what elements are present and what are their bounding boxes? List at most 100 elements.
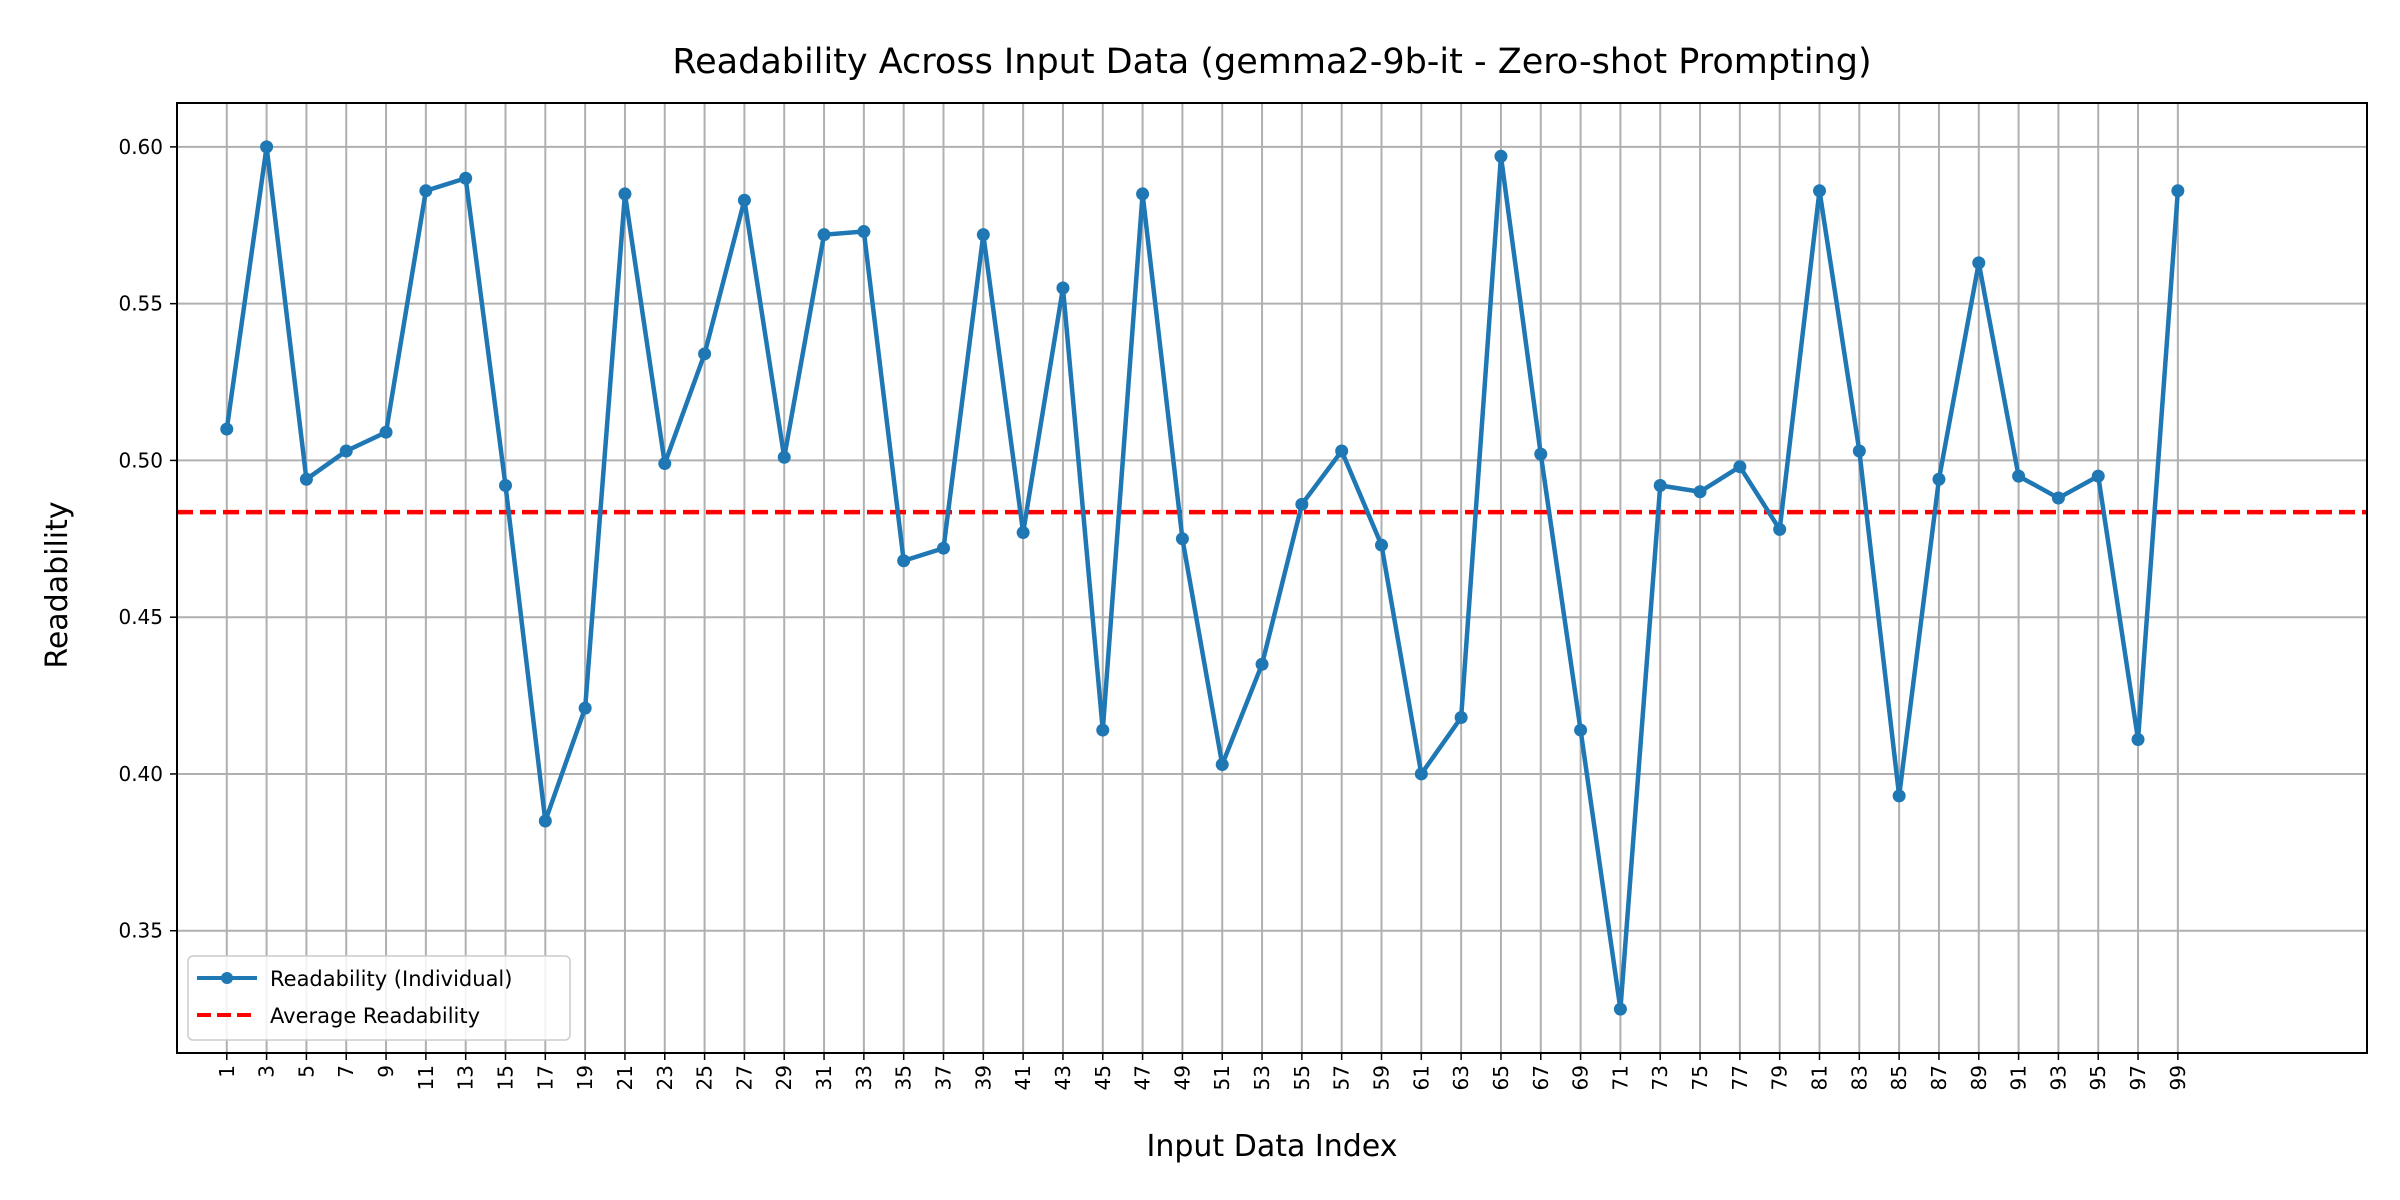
data-point [220, 422, 234, 436]
data-point [2171, 184, 2185, 198]
x-tick-label: 11 [414, 1065, 438, 1090]
x-tick-label: 19 [573, 1065, 597, 1090]
x-tick-label: 83 [1847, 1065, 1871, 1090]
data-point [1773, 522, 1787, 536]
data-point [1574, 723, 1588, 737]
x-tick-label: 97 [2126, 1065, 2150, 1090]
data-point [1813, 184, 1826, 198]
data-point [737, 193, 751, 207]
x-tick-label: 17 [533, 1065, 557, 1090]
x-tick-label: 81 [1808, 1065, 1832, 1090]
x-tick-label: 65 [1489, 1065, 1513, 1090]
x-tick-label: 55 [1290, 1065, 1314, 1090]
x-tick-label: 47 [1131, 1065, 1155, 1090]
x-tick-label: 13 [454, 1065, 478, 1090]
data-point [698, 347, 712, 361]
y-tick-label: 0.50 [118, 448, 163, 472]
data-point [1175, 532, 1189, 546]
data-point [1733, 460, 1747, 474]
x-tick-label: 91 [2007, 1065, 2031, 1090]
y-tick-label: 0.55 [118, 292, 163, 316]
x-tick-label: 51 [1210, 1065, 1234, 1090]
series-layer [220, 140, 2185, 1016]
data-point [857, 225, 871, 239]
x-tick-label: 5 [294, 1065, 318, 1078]
data-point [817, 228, 831, 242]
data-point [538, 814, 552, 828]
grid [177, 103, 2367, 1053]
data-point [1414, 767, 1428, 781]
legend-label-individual: Readability (Individual) [270, 967, 512, 991]
x-tick-label: 53 [1250, 1065, 1274, 1090]
plot-frame [176, 102, 2368, 1054]
x-tick-label: 27 [732, 1065, 756, 1090]
x-tick-label: 43 [1051, 1065, 1075, 1090]
x-tick-label: 73 [1648, 1065, 1672, 1090]
y-axis-ticks: 0.35 0.40 0.45 0.50 0.55 0.60 [118, 135, 177, 943]
x-tick-label: 75 [1688, 1065, 1712, 1090]
data-point [2051, 491, 2065, 505]
x-tick-label: 31 [812, 1065, 836, 1090]
data-point [1932, 472, 1946, 486]
data-point [1972, 256, 1986, 270]
data-point [1852, 444, 1866, 458]
x-tick-label: 87 [1927, 1065, 1951, 1090]
data-point [419, 184, 433, 198]
data-point [2131, 732, 2145, 746]
x-tick-label: 71 [1608, 1065, 1632, 1090]
data-point [260, 140, 274, 154]
data-point [459, 171, 473, 185]
x-tick-label: 45 [1091, 1065, 1115, 1090]
x-tick-label: 69 [1569, 1065, 1593, 1090]
data-point [1016, 526, 1030, 540]
x-axis-label: Input Data Index [1147, 1129, 1398, 1164]
chart-title: Readability Across Input Data (gemma2-9b… [672, 42, 1871, 82]
y-tick-label: 0.35 [118, 919, 163, 943]
legend-label-average: Average Readability [270, 1004, 480, 1028]
data-point [658, 457, 672, 471]
x-tick-label: 59 [1370, 1065, 1394, 1090]
y-tick-label: 0.45 [118, 605, 163, 629]
x-tick-label: 57 [1330, 1065, 1354, 1090]
data-point [1255, 657, 1269, 671]
y-axis-label: Readability [40, 501, 75, 668]
x-axis-ticks: 1 3 5 7 9 11 13 15 17 19 21 23 25 27 29 31 33 35 37 39 41 43 4… [215, 1053, 2190, 1090]
x-tick-label: 21 [613, 1065, 637, 1090]
x-tick-label: 77 [1728, 1065, 1752, 1090]
x-tick-label: 3 [255, 1065, 279, 1078]
x-tick-label: 99 [2166, 1065, 2190, 1090]
x-tick-label: 41 [1011, 1065, 1035, 1090]
data-point [618, 187, 632, 201]
data-point [379, 425, 393, 439]
data-point [897, 554, 911, 568]
y-tick-label: 0.60 [118, 135, 163, 159]
data-point [1295, 497, 1309, 511]
x-tick-label: 67 [1529, 1065, 1553, 1090]
x-tick-label: 89 [1967, 1065, 1991, 1090]
x-tick-label: 95 [2086, 1065, 2110, 1090]
data-point [1892, 789, 1906, 803]
data-point [339, 444, 353, 458]
x-tick-label: 33 [852, 1065, 876, 1090]
legend-marker-individual [221, 972, 233, 984]
x-tick-label: 1 [215, 1065, 239, 1078]
x-tick-label: 63 [1449, 1065, 1473, 1090]
legend: Readability (Individual) Average Readabi… [187, 955, 571, 1041]
data-point [2012, 469, 2026, 483]
x-tick-label: 9 [374, 1065, 398, 1078]
data-point [1056, 281, 1070, 295]
x-tick-label: 49 [1170, 1065, 1194, 1090]
x-tick-label: 35 [892, 1065, 916, 1090]
data-point [499, 479, 512, 493]
data-point [976, 228, 990, 242]
data-point [1693, 485, 1707, 499]
data-point [1454, 711, 1468, 725]
data-point [578, 701, 592, 715]
x-tick-label: 61 [1409, 1065, 1433, 1090]
data-point [1653, 479, 1667, 493]
data-point [1096, 723, 1110, 737]
x-tick-label: 15 [494, 1065, 518, 1090]
x-tick-label: 85 [1887, 1065, 1911, 1090]
data-point [1534, 447, 1548, 461]
